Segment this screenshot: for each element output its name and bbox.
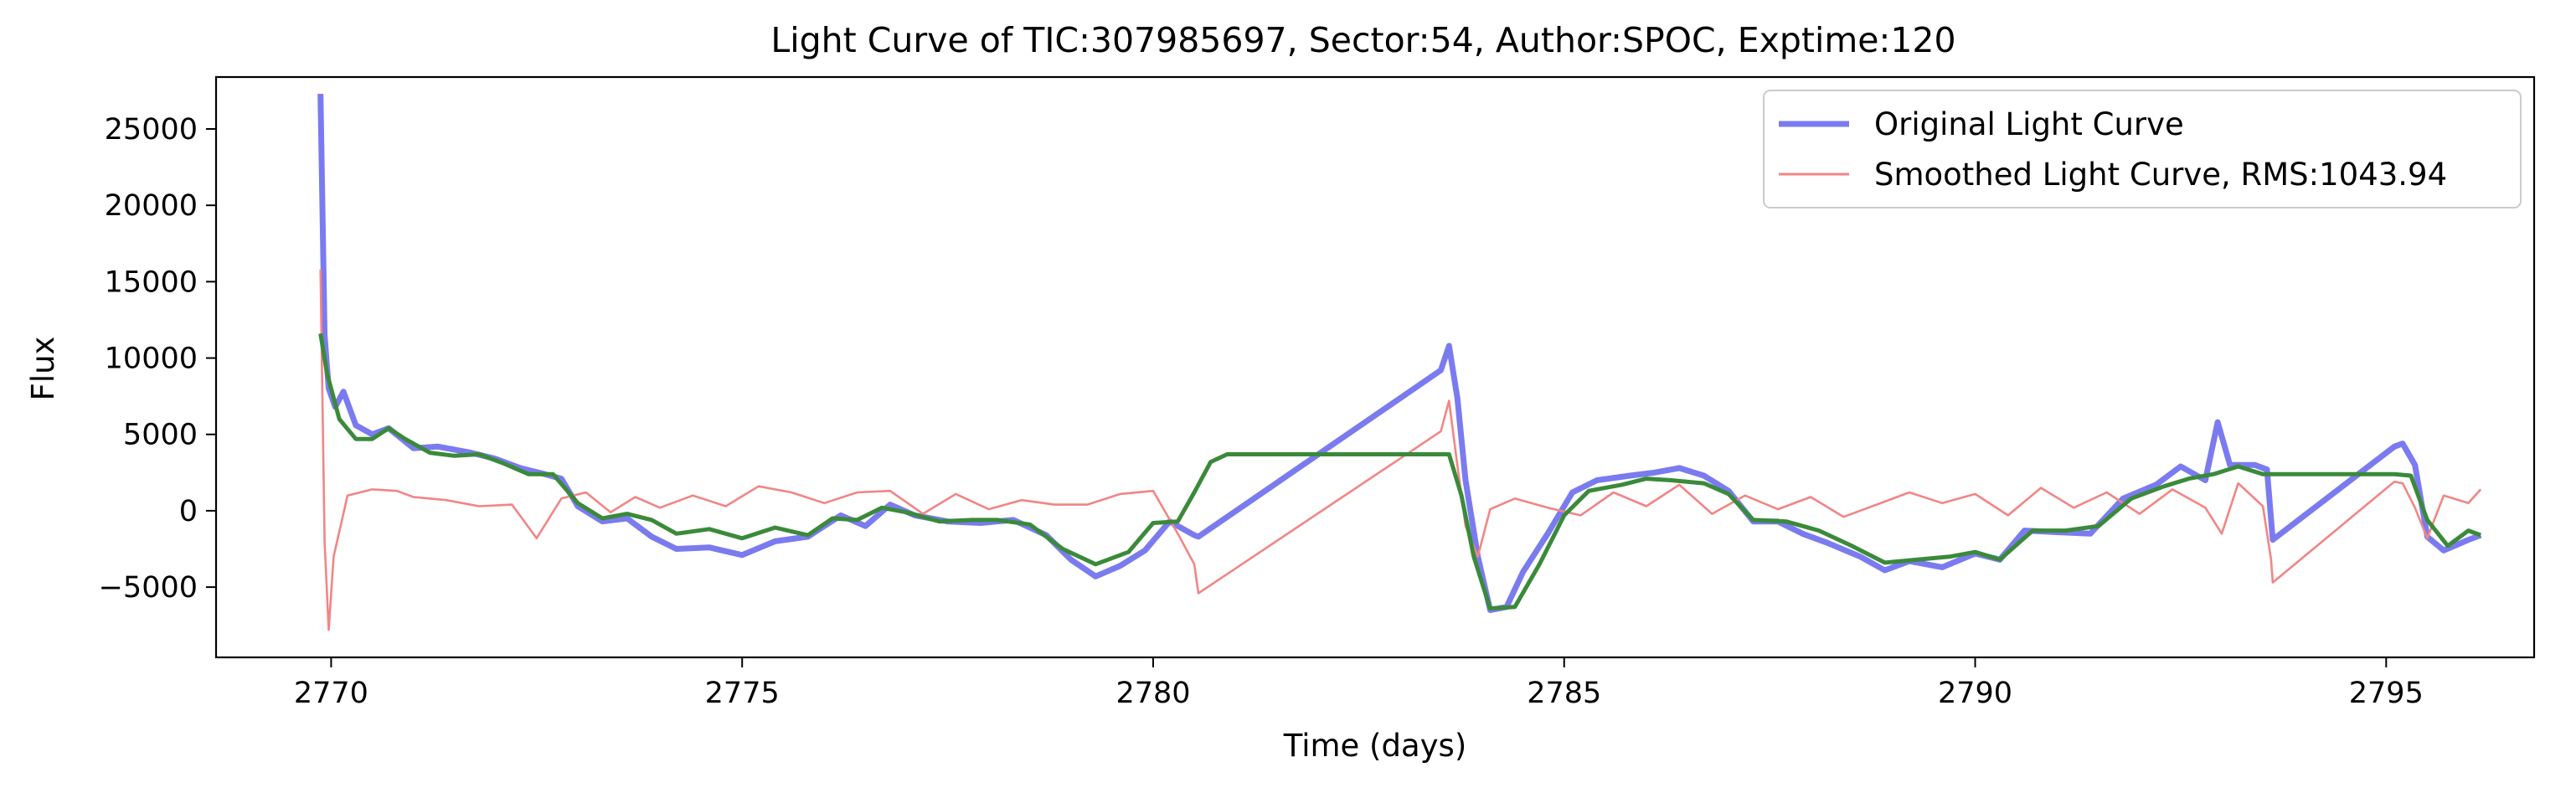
series-trend-curve — [318, 332, 2482, 611]
chart-title: Light Curve of TIC:307985697, Sector:54,… — [770, 20, 1955, 60]
series-smoothed-light-curve — [319, 269, 2482, 631]
y-tick-label: 15000 — [105, 265, 198, 299]
y-tick-label: 20000 — [105, 189, 198, 223]
x-tick-label: 2770 — [294, 677, 368, 710]
x-axis-label: Time (days) — [1283, 728, 1467, 764]
y-tick-label: 10000 — [105, 342, 198, 376]
x-tick-label: 2790 — [1938, 677, 2012, 710]
y-axis-label: Flux — [25, 337, 61, 401]
y-axis: −5000 0 5000 10000 15000 20000 25000 — [99, 113, 216, 605]
plot-area — [214, 75, 2536, 659]
legend-label-smoothed: Smoothed Light Curve, RMS:1043.94 — [1874, 157, 2447, 193]
y-tick-label: −5000 — [99, 571, 198, 605]
series-group — [317, 94, 2482, 631]
legend-label-original: Original Light Curve — [1874, 106, 2184, 142]
x-axis: 2770 2775 2780 2785 2790 2795 — [294, 657, 2424, 710]
y-tick-label: 5000 — [123, 419, 198, 452]
x-tick-label: 2785 — [1527, 677, 1601, 710]
x-tick-label: 2780 — [1115, 677, 1190, 710]
legend: Original Light Curve Smoothed Light Curv… — [1763, 90, 2522, 209]
x-tick-label: 2795 — [2349, 677, 2424, 710]
legend-box — [1763, 90, 2522, 209]
y-tick-label: 0 — [179, 495, 198, 528]
x-tick-label: 2775 — [705, 677, 780, 710]
y-tick-label: 25000 — [105, 113, 198, 147]
